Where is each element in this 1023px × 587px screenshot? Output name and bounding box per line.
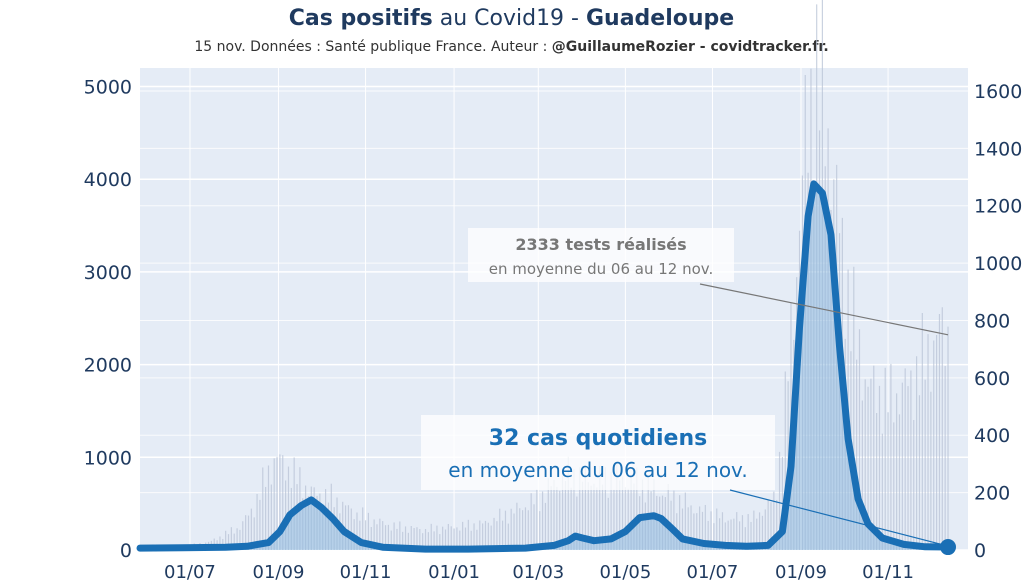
tests-annotation-text: en moyenne du 06 au 12 nov. [489,260,714,278]
title-region: Guadeloupe [585,6,735,31]
y-right-tick-label: 600 [974,368,1010,390]
y-left-tick-label: 4000 [84,169,132,191]
y-right-tick-label: 1600 [974,81,1022,103]
x-tick-label: 01/05 [599,562,651,583]
axes: 0 1000 2000 3000 4000 5000 0 200 400 600 800 1000 12… [84,77,1023,583]
y-right-tick-label: 1400 [974,138,1022,160]
x-tick-label: 01/07 [687,562,739,583]
cases-annotation-box [421,415,775,490]
x-tick-label: 01/07 [164,562,216,583]
title-middle-part: au Covid19 - [432,6,586,31]
y-right-tick-label: 0 [974,540,986,562]
cases-series [136,180,957,556]
cases-annotation-text: en moyenne du 06 au 12 nov. [448,458,747,482]
y-left-tick-label: 1000 [84,447,132,469]
subtitle-author: @GuillaumeRozier - covidtracker.fr. [551,39,829,55]
tests-annotation-arrow [699,283,949,336]
tests-annotation-box [468,228,734,282]
title-bold-part: Cas positifs [288,6,433,31]
y-right-tick-label: 200 [974,483,1010,505]
y-right-tick-label: 400 [974,425,1010,447]
cases-annotation-value: 32 cas quotidiens [489,426,707,451]
annotations: 2333 tests réalisés en moyenne du 06 au 1… [421,228,949,546]
cases-line [136,180,952,553]
y-left-tick-label: 3000 [84,262,132,284]
chart-subtitle: 15 nov. Données : Santé publique France.… [0,39,1023,55]
chart-title: Cas positifs au Covid19 - Guadeloupe [0,6,1023,31]
subtitle-source: 15 nov. Données : Santé publique France.… [194,39,552,55]
x-tick-label: 01/11 [862,562,914,583]
x-tick-label: 01/11 [340,562,392,583]
y-left-tick-label: 2000 [84,355,132,377]
latest-value-marker [940,539,957,556]
y-right-tick-label: 1200 [974,196,1022,218]
cases-annotation-arrow [729,489,945,546]
x-tick-label: 01/09 [775,562,827,583]
y-right-tick-label: 800 [974,310,1010,332]
y-left-tick-label: 5000 [84,77,132,99]
x-tick-label: 01/01 [428,562,480,583]
tests-annotation-value: 2333 tests réalisés [515,235,686,254]
x-tick-label: 01/09 [253,562,305,583]
y-right-tick-label: 1000 [974,253,1022,275]
y-left-tick-label: 0 [120,540,132,562]
x-tick-label: 01/03 [512,562,564,583]
